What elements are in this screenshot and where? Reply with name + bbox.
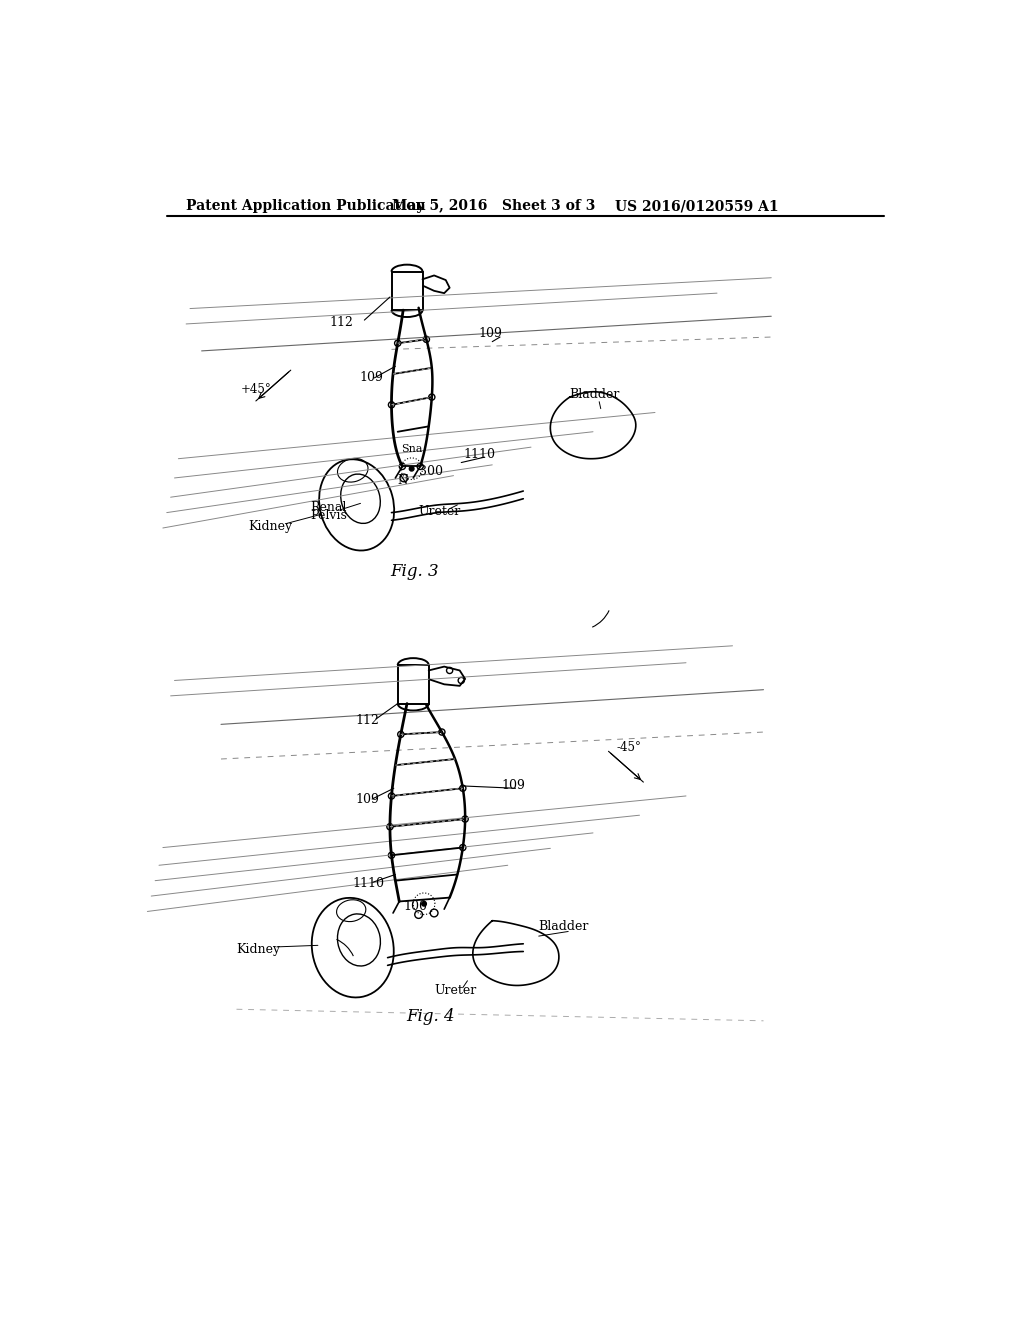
Text: Ureter: Ureter <box>434 983 476 997</box>
Text: 112: 112 <box>330 315 353 329</box>
Text: 1110: 1110 <box>464 449 496 462</box>
Text: Pelvis: Pelvis <box>310 510 347 523</box>
Text: Sna: Sna <box>400 445 422 454</box>
Text: 1110: 1110 <box>352 878 385 890</box>
Text: N: N <box>397 474 408 487</box>
Text: -45°: -45° <box>616 741 641 754</box>
Text: Bladder: Bladder <box>539 920 589 933</box>
Text: 112: 112 <box>355 714 379 727</box>
Text: +45°: +45° <box>241 383 271 396</box>
Text: 109: 109 <box>478 327 502 341</box>
Text: 109: 109 <box>359 371 383 384</box>
Text: 300: 300 <box>419 465 442 478</box>
Text: Ureter: Ureter <box>419 504 461 517</box>
Text: US 2016/0120559 A1: US 2016/0120559 A1 <box>614 199 778 213</box>
Text: Fig. 4: Fig. 4 <box>406 1008 455 1026</box>
Text: Kidney: Kidney <box>248 520 292 533</box>
Text: Renal: Renal <box>310 500 346 513</box>
Bar <box>391 272 423 310</box>
Text: 100: 100 <box>403 900 427 913</box>
Circle shape <box>410 466 414 471</box>
Text: Bladder: Bladder <box>569 388 621 401</box>
Bar <box>397 665 429 704</box>
Text: Fig. 3: Fig. 3 <box>390 564 439 581</box>
Text: 109: 109 <box>502 779 525 792</box>
Text: 109: 109 <box>356 793 380 807</box>
Text: Kidney: Kidney <box>237 944 281 957</box>
Text: May 5, 2016   Sheet 3 of 3: May 5, 2016 Sheet 3 of 3 <box>391 199 595 213</box>
Circle shape <box>422 902 426 906</box>
Text: Patent Application Publication: Patent Application Publication <box>186 199 426 213</box>
